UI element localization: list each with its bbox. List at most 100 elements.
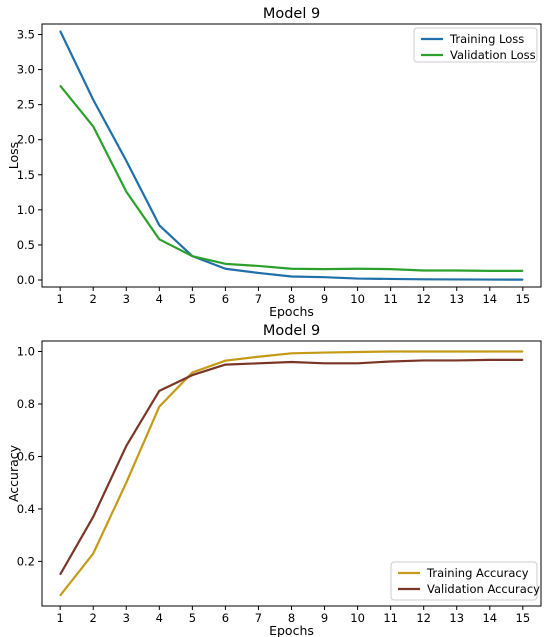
data-point xyxy=(390,268,392,270)
data-point xyxy=(390,360,392,363)
data-point xyxy=(456,278,458,281)
legend-label: Validation Accuracy xyxy=(427,582,540,596)
data-point xyxy=(125,191,127,193)
data-point xyxy=(59,594,61,597)
y-tick-label: 3.0 xyxy=(17,63,35,77)
series-line-1 xyxy=(59,350,523,597)
data-point xyxy=(456,359,458,362)
x-tick-label: 12 xyxy=(416,611,431,625)
y-axis-label: Loss xyxy=(6,142,21,169)
y-tick-label: 3.5 xyxy=(17,28,35,42)
x-tick-label: 3 xyxy=(123,611,130,625)
data-point xyxy=(423,359,425,362)
y-tick-label: 0.4 xyxy=(17,502,35,516)
x-tick-label: 8 xyxy=(288,292,295,306)
data-point xyxy=(423,278,425,280)
legend: Training Accuracy Validation Accuracy xyxy=(390,561,540,601)
data-point xyxy=(125,445,127,447)
chart-title: Model 9 xyxy=(263,6,320,22)
y-tick-label: 0.8 xyxy=(17,397,35,411)
data-point xyxy=(423,350,425,353)
data-point xyxy=(191,371,193,374)
x-tick-label: 7 xyxy=(255,611,262,625)
x-tick-label: 1 xyxy=(57,292,64,306)
x-tick-label: 13 xyxy=(449,611,464,625)
y-tick-label: 0.0 xyxy=(17,273,35,287)
x-tick-label: 9 xyxy=(321,611,328,625)
x-tick-label: 15 xyxy=(516,611,531,625)
data-point xyxy=(356,351,359,353)
legend-box xyxy=(390,561,538,601)
data-point xyxy=(59,573,61,576)
x-tick-label: 2 xyxy=(90,611,97,625)
data-point xyxy=(158,390,160,392)
y-tick-label: 1.0 xyxy=(17,203,35,217)
data-point xyxy=(92,125,94,127)
x-tick-label: 10 xyxy=(350,292,365,306)
x-tick-label: 5 xyxy=(189,292,196,306)
data-point xyxy=(489,270,491,272)
x-tick-label: 11 xyxy=(383,292,398,306)
data-point xyxy=(125,482,127,484)
y-tick-label: 0.6 xyxy=(17,449,35,463)
x-tick-label: 4 xyxy=(156,611,163,625)
data-point xyxy=(191,374,193,376)
x-tick-label: 6 xyxy=(222,292,229,306)
data-point xyxy=(323,276,326,278)
data-point xyxy=(92,99,94,101)
chart-title: Model 9 xyxy=(263,323,320,339)
data-point xyxy=(158,238,160,240)
data-point xyxy=(257,272,260,274)
chart-2: Model 91 2 3 4 5 6 7 8 9 10 11 12 13 14 15Epochs0.20.4… xyxy=(6,323,542,637)
data-point xyxy=(489,278,491,281)
x-tick-label: 8 xyxy=(288,611,295,625)
x-tick-label: 7 xyxy=(255,292,262,306)
y-axis-label: Accuracy xyxy=(6,444,21,502)
data-point xyxy=(456,269,458,272)
x-tick-label: 11 xyxy=(383,611,398,625)
data-point xyxy=(92,516,94,518)
legend-label: Training Loss xyxy=(449,32,524,46)
data-point xyxy=(290,268,293,270)
data-point xyxy=(290,361,293,363)
legend: Training Loss Validation Loss xyxy=(413,27,538,63)
data-point xyxy=(257,362,260,364)
data-point xyxy=(489,350,491,353)
x-tick-label: 1 xyxy=(57,611,64,625)
data-point xyxy=(323,351,326,354)
data-point xyxy=(522,279,524,281)
data-point xyxy=(224,268,227,270)
series-line-2 xyxy=(59,358,523,576)
x-tick-label: 13 xyxy=(449,292,464,306)
x-tick-label: 15 xyxy=(516,292,531,306)
data-point xyxy=(522,350,524,353)
data-point xyxy=(59,85,61,87)
legend-box xyxy=(413,27,538,63)
x-tick-label: 12 xyxy=(416,292,431,306)
data-point xyxy=(356,277,359,280)
data-point xyxy=(59,30,61,32)
x-tick-label: 3 xyxy=(123,292,130,306)
x-tick-label: 9 xyxy=(321,292,328,306)
x-tick-label: 4 xyxy=(156,292,163,306)
data-point xyxy=(522,270,524,272)
data-point xyxy=(158,405,160,408)
data-point xyxy=(158,224,160,226)
data-point xyxy=(356,268,359,270)
data-point xyxy=(323,268,326,270)
x-axis-label: Epochs xyxy=(269,623,314,637)
y-tick-label: 2.0 xyxy=(17,133,35,147)
legend-label: Training Accuracy xyxy=(426,566,529,580)
y-tick-label: 0.2 xyxy=(17,554,35,568)
data-point xyxy=(390,350,392,353)
data-point xyxy=(456,350,458,353)
legend-label: Validation Loss xyxy=(450,48,536,62)
x-tick-label: 6 xyxy=(222,611,229,625)
y-tick-label: 2.5 xyxy=(17,98,35,112)
data-point xyxy=(125,160,127,162)
x-tick-label: 2 xyxy=(90,292,97,306)
data-point xyxy=(290,275,293,278)
y-tick-label: 1.5 xyxy=(17,168,35,182)
data-point xyxy=(224,364,227,366)
